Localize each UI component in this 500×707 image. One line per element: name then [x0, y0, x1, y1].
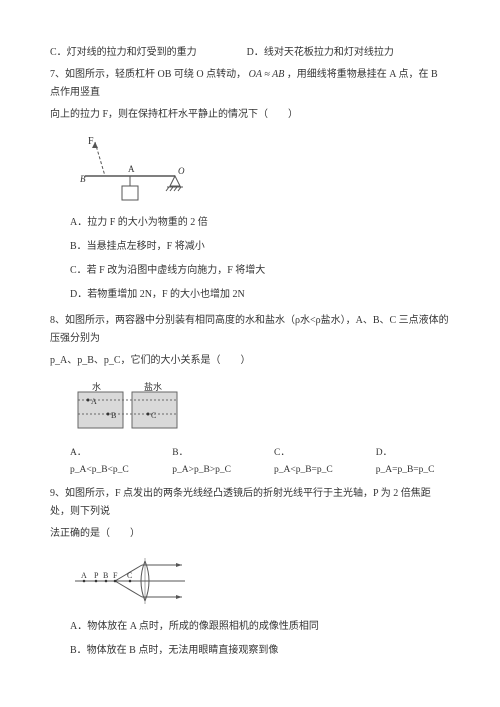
q9-options: A．物体放在 A 点时，所成的像跟照相机的成像性质相同 B．物体放在 B 点时，…: [70, 618, 450, 660]
svg-text:P: P: [94, 571, 99, 580]
q8-optD: D．p_A=p_B=p_C: [376, 445, 450, 479]
svg-text:O: O: [178, 166, 185, 176]
q8-optB: B．p_A>p_B>p_C: [172, 445, 246, 479]
q8-stem: 8、如图所示，两容器中分别装有相同高度的水和盐水（ρ水<ρ盐水），A、B、C 三…: [50, 312, 450, 348]
q9-optB: B．物体放在 B 点时，无法用眼睛直接观察到像: [70, 642, 450, 660]
q7-optC: C．若 F 改为沿图中虚线方向施力，F 将增大: [70, 262, 450, 280]
q7-options: A．拉力 F 的大小为物重的 2 倍 B．当悬挂点左移时，F 将减小 C．若 F…: [70, 214, 450, 304]
q8-figure: 水 盐水 A B C: [70, 380, 450, 435]
q6-options-cd: C．灯对线的拉力和灯受到的重力 D．线对天花板拉力和灯对线拉力: [50, 44, 450, 62]
svg-text:C: C: [127, 571, 132, 580]
q9-figure: A P B F C: [70, 553, 450, 608]
q7-stem: 7、如图所示，轻质杠杆 OB 可绕 O 点转动， OA ≈ AB ，用细线将重物…: [50, 66, 450, 102]
q8-stem2: p_A、p_B、p_C，它们的大小关系是（ ）: [50, 352, 450, 370]
q9-optA: A．物体放在 A 点时，所成的像跟照相机的成像性质相同: [70, 618, 450, 636]
svg-text:B: B: [111, 411, 116, 420]
q7-formula: OA ≈ AB: [249, 69, 285, 80]
q9-stem: 9、如图所示，F 点发出的两条光线经凸透镜后的折射光线平行于主光轴，P 为 2 …: [50, 485, 450, 521]
q7-optD: D．若物重增加 2N，F 的大小也增加 2N: [70, 286, 450, 304]
q7-optA: A．拉力 F 的大小为物重的 2 倍: [70, 214, 450, 232]
q7-optB: B．当悬挂点左移时，F 将减小: [70, 238, 450, 256]
q7-stem-line2: 向上的拉力 F，则在保持杠杆水平静止的情况下（ ）: [50, 106, 450, 124]
svg-text:F: F: [88, 136, 94, 147]
svg-text:盐水: 盐水: [144, 381, 162, 392]
svg-text:水: 水: [92, 381, 101, 392]
q8-options: A．p_A<p_B<p_C B．p_A>p_B>p_C C．p_A<p_B=p_…: [70, 445, 450, 479]
q6-optC: C．灯对线的拉力和灯受到的重力: [50, 44, 197, 62]
q8-optC: C．p_A<p_B=p_C: [274, 445, 348, 479]
q8-optA: A．p_A<p_B<p_C: [70, 445, 144, 479]
svg-text:A: A: [128, 164, 135, 174]
svg-text:B: B: [80, 174, 86, 184]
svg-text:B: B: [103, 571, 108, 580]
svg-text:A: A: [81, 571, 87, 580]
q9-stem2: 法正确的是（ ）: [50, 525, 450, 543]
q7-stem-part1: 7、如图所示，轻质杠杆 OB 可绕 O 点转动，: [50, 69, 246, 80]
svg-text:A: A: [91, 397, 97, 406]
q6-optD: D．线对天花板拉力和灯对线拉力: [247, 44, 394, 62]
svg-text:C: C: [151, 411, 156, 420]
q7-figure: F A B O: [70, 134, 450, 204]
svg-text:F: F: [113, 571, 118, 580]
